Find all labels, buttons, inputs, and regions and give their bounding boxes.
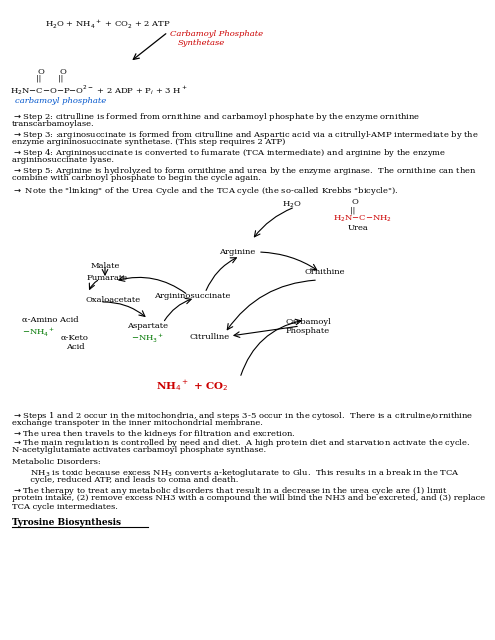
Text: exchange transpoter in the inner mitochondrial membrane.: exchange transpoter in the inner mitocho… xyxy=(12,419,263,427)
Text: H$_2$O: H$_2$O xyxy=(282,200,302,211)
Text: Oxaloacetate: Oxaloacetate xyxy=(85,296,140,304)
Text: $\rightarrow$Step 4: Argininosuccinate is converted to fumarate (TCA intermediat: $\rightarrow$Step 4: Argininosuccinate i… xyxy=(12,147,446,159)
Text: Citrulline: Citrulline xyxy=(190,333,230,341)
Text: $\rightarrow$The therapy to treat any metabolic disorders that result in a decre: $\rightarrow$The therapy to treat any me… xyxy=(12,485,448,497)
Text: cycle, reduced ATP, and leads to coma and death.: cycle, reduced ATP, and leads to coma an… xyxy=(12,476,239,484)
Text: $\rightarrow$Step 3: :arginosuccinate is formed from citrulline and Aspartic aci: $\rightarrow$Step 3: :arginosuccinate is… xyxy=(12,129,479,141)
Text: transcarbamoylase.: transcarbamoylase. xyxy=(12,120,95,128)
Text: O: O xyxy=(352,198,359,206)
Text: $\rightarrow$Steps 1 and 2 occur in the mitochondria, and steps 3-5 occur in the: $\rightarrow$Steps 1 and 2 occur in the … xyxy=(12,410,473,422)
Text: Urea: Urea xyxy=(348,224,369,232)
Text: $\rightarrow$Step 5: Arginine is hydrolyzed to form ornithine and urea by the en: $\rightarrow$Step 5: Arginine is hydroly… xyxy=(12,165,477,177)
Text: combine with carbnoyl phosphate to begin the cycle again.: combine with carbnoyl phosphate to begin… xyxy=(12,174,261,182)
Text: carbamoyl phosphate: carbamoyl phosphate xyxy=(15,97,106,105)
Text: Aspartate: Aspartate xyxy=(128,322,168,330)
Text: ||: || xyxy=(350,206,355,214)
Text: Ornithine: Ornithine xyxy=(305,268,345,276)
Text: $\rightarrow$The urea then travels to the kidneys for filtration and excretion.: $\rightarrow$The urea then travels to th… xyxy=(12,428,296,440)
Text: H$_2$N$-$C$-$O$-$P$-$O$^{2-}$ + 2 ADP + P$_i$ + 3 H$^+$: H$_2$N$-$C$-$O$-$P$-$O$^{2-}$ + 2 ADP + … xyxy=(10,83,188,97)
Text: ||: || xyxy=(58,75,63,83)
Text: O: O xyxy=(60,68,67,76)
Text: $\rightarrow$ Note the "linking" of the Urea Cycle and the TCA cycle (the so-cal: $\rightarrow$ Note the "linking" of the … xyxy=(12,185,398,197)
Text: $\rightarrow$Step 2: citrulline is formed from ornithine and carbamoyl phosphate: $\rightarrow$Step 2: citrulline is forme… xyxy=(12,111,420,123)
Text: $-$NH$_3$$^+$: $-$NH$_3$$^+$ xyxy=(131,332,165,345)
Text: Malate: Malate xyxy=(90,262,120,270)
Text: Metabolic Disorders:: Metabolic Disorders: xyxy=(12,458,101,466)
Text: H$_2$O + NH$_4$$^+$ + CO$_2$ + 2 ATP: H$_2$O + NH$_4$$^+$ + CO$_2$ + 2 ATP xyxy=(45,18,171,31)
Text: ||: || xyxy=(36,75,41,83)
Text: NH$_4$$^+$ + CO$_2$: NH$_4$$^+$ + CO$_2$ xyxy=(155,378,228,393)
Text: protein intake, (2) remove excess NH3 with a compound the will bind the NH3 and : protein intake, (2) remove excess NH3 wi… xyxy=(12,494,485,502)
Text: Synthetase: Synthetase xyxy=(178,39,225,47)
Text: H$_2$N$-$C$-$NH$_2$: H$_2$N$-$C$-$NH$_2$ xyxy=(333,214,392,225)
Text: Fumarate: Fumarate xyxy=(87,274,128,282)
Text: Arginine: Arginine xyxy=(219,248,255,256)
Text: α-Keto
Acid: α-Keto Acid xyxy=(61,334,89,351)
Text: $-$NH$_4$$^+$: $-$NH$_4$$^+$ xyxy=(22,326,55,339)
Text: enzyme argininosuccinate synthetase. (This step requires 2 ATP): enzyme argininosuccinate synthetase. (Th… xyxy=(12,138,286,146)
Text: Tyrosine Biosynthesis: Tyrosine Biosynthesis xyxy=(12,518,121,527)
Text: Argininosuccinate: Argininosuccinate xyxy=(154,292,230,300)
Text: NH$_3$ is toxic because excess NH$_3$ converts a-ketoglutarate to Glu.  This res: NH$_3$ is toxic because excess NH$_3$ co… xyxy=(12,467,460,479)
Text: $\rightarrow$The main regulation is controlled by need and diet.  A high protein: $\rightarrow$The main regulation is cont… xyxy=(12,437,470,449)
Text: TCA cycle intermediates.: TCA cycle intermediates. xyxy=(12,503,118,511)
Text: O: O xyxy=(38,68,45,76)
Text: N-acetylglutamate activates carbamoyl phosphate synthase.: N-acetylglutamate activates carbamoyl ph… xyxy=(12,446,266,454)
Text: argininosuccinate lyase.: argininosuccinate lyase. xyxy=(12,156,114,164)
Text: α-Amino Acid: α-Amino Acid xyxy=(22,316,79,324)
Text: Carbamoyl
Phosphate: Carbamoyl Phosphate xyxy=(285,318,331,335)
Text: Carbamoyl Phosphate: Carbamoyl Phosphate xyxy=(170,30,263,38)
